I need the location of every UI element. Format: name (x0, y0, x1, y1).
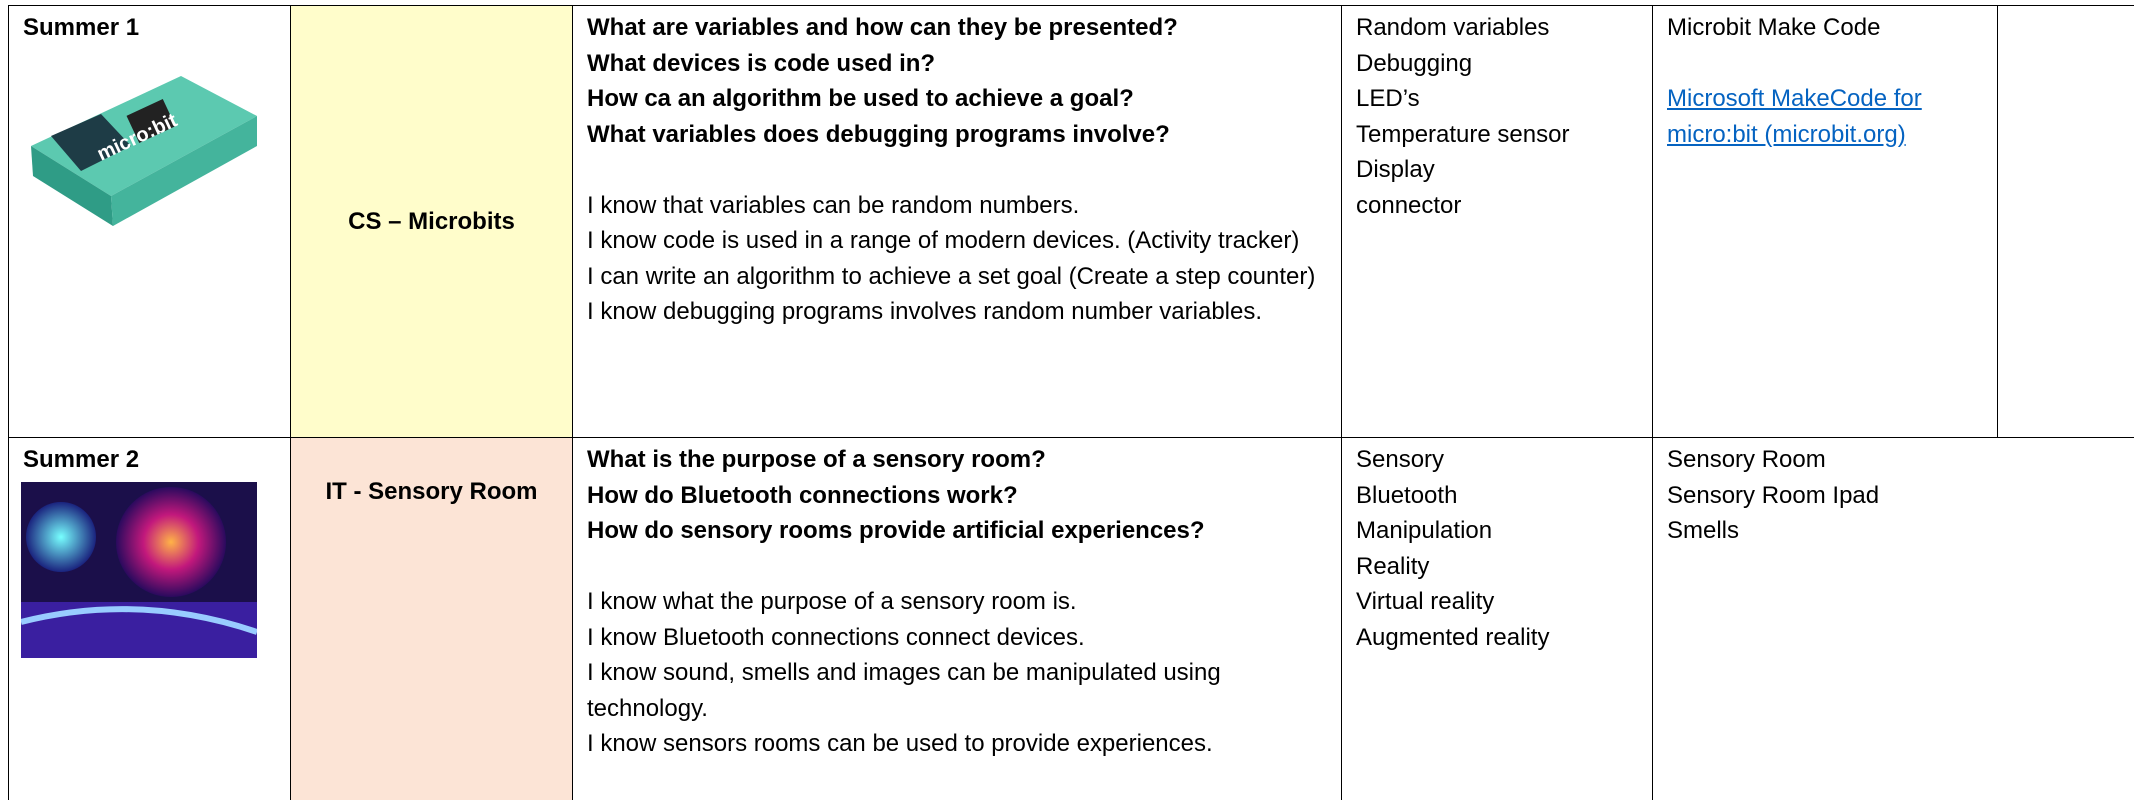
resources: Sensory Room Sensory Room Ipad Smells (1653, 438, 1997, 549)
statement: I know Bluetooth connections connect dev… (587, 623, 1085, 651)
extra-cell (1997, 5, 2134, 437)
vocabulary-word: Manipulation (1356, 517, 1493, 544)
question: What are variables and how can they be p… (587, 14, 1178, 41)
content-cell: What is the purpose of a sensory room? Ho… (572, 437, 1341, 800)
vocabulary-word: connector (1356, 191, 1462, 219)
topic: IT - Sensory Room (325, 478, 538, 505)
resources: Microbit Make Code Microsoft MakeCode for… (1653, 6, 1997, 152)
resource: Sensory Room Ipad (1667, 481, 1880, 509)
term: Summer 1 (23, 14, 140, 41)
statement: I know sound, smells and images can be m… (587, 659, 1221, 722)
image (20, 481, 290, 669)
page: {"rows": [ {"term": "Summer 1", "topic":… (8, 5, 2134, 800)
statement: I know that variables can be random numb… (587, 191, 1080, 219)
vocabulary-word: Display (1356, 156, 1435, 183)
spacer (1667, 46, 1985, 82)
vocabulary: Sensory Bluetooth Manipulation Reality Virtu… (1342, 438, 1652, 655)
vocabulary-word: Bluetooth (1356, 481, 1458, 509)
content-cell: What are variables and how can they be p… (572, 5, 1341, 437)
resources-cell: Microbit Make Code Microsoft MakeCode for… (1652, 5, 1997, 437)
resource: Smells (1667, 517, 1740, 544)
topic-cell: IT - Sensory Room (290, 437, 572, 800)
term-cell: Summer 1 micro:bit (8, 5, 290, 437)
statement: I know sensors rooms can be used to prov… (587, 730, 1213, 757)
vocabulary-word: Reality (1356, 552, 1430, 580)
spacer (587, 549, 1329, 585)
statement: I know code is used in a range of modern… (587, 227, 1300, 254)
microbit-image: micro:bit (31, 75, 257, 226)
vocabulary-word: LED’s (1356, 85, 1420, 112)
vocabulary-word: Temperature sensor (1356, 120, 1570, 148)
vocabulary: Random variables Debugging LED’s Temperatur… (1342, 6, 1652, 223)
vocabulary-cell: Sensory Bluetooth Manipulation Reality Virtu… (1341, 437, 1652, 800)
image: micro:bit (21, 75, 290, 239)
question: How do Bluetooth connections work? (587, 481, 1018, 509)
statement: I know what the purpose of a sensory roo… (587, 588, 1077, 615)
vocabulary-cell: Random variables Debugging LED’s Temperatur… (1341, 5, 1652, 437)
question: What devices is code used in? (587, 49, 936, 77)
topic: CS – Microbits (348, 207, 515, 235)
term: Summer 2 (23, 446, 140, 473)
statement: I can write an algorithm to achieve a se… (587, 262, 1316, 290)
question: What is the purpose of a sensory room? (587, 446, 1046, 473)
resource: Sensory Room (1667, 446, 1826, 473)
vocabulary-word: Sensory (1356, 446, 1445, 473)
resource-link[interactable]: Microsoft MakeCode for micro:bit (microb… (1667, 85, 1922, 148)
statement: I know debugging programs involves rando… (587, 298, 1263, 325)
content: What is the purpose of a sensory room? Ho… (573, 438, 1341, 762)
resource: Microbit Make Code (1667, 14, 1881, 41)
content: What are variables and how can they be p… (573, 6, 1341, 330)
vocabulary-word: Augmented reality (1356, 623, 1550, 651)
term-cell: Summer 2 (8, 437, 290, 800)
vocabulary-word: Random variables (1356, 14, 1550, 41)
question: How do sensory rooms provide artificial … (587, 517, 1205, 544)
question: How ca an algorithm be used to achieve a… (587, 85, 1134, 112)
vocabulary-word: Virtual reality (1356, 588, 1495, 615)
spacer (587, 152, 1329, 188)
question: What variables does debugging programs i… (587, 120, 1170, 148)
vocabulary-word: Debugging (1356, 49, 1473, 77)
sensory-room-image (20, 481, 258, 658)
extra-cell (1997, 437, 2134, 800)
topic-cell: CS – Microbits (290, 5, 572, 437)
resources-cell: Sensory Room Sensory Room Ipad Smells (1652, 437, 1997, 800)
